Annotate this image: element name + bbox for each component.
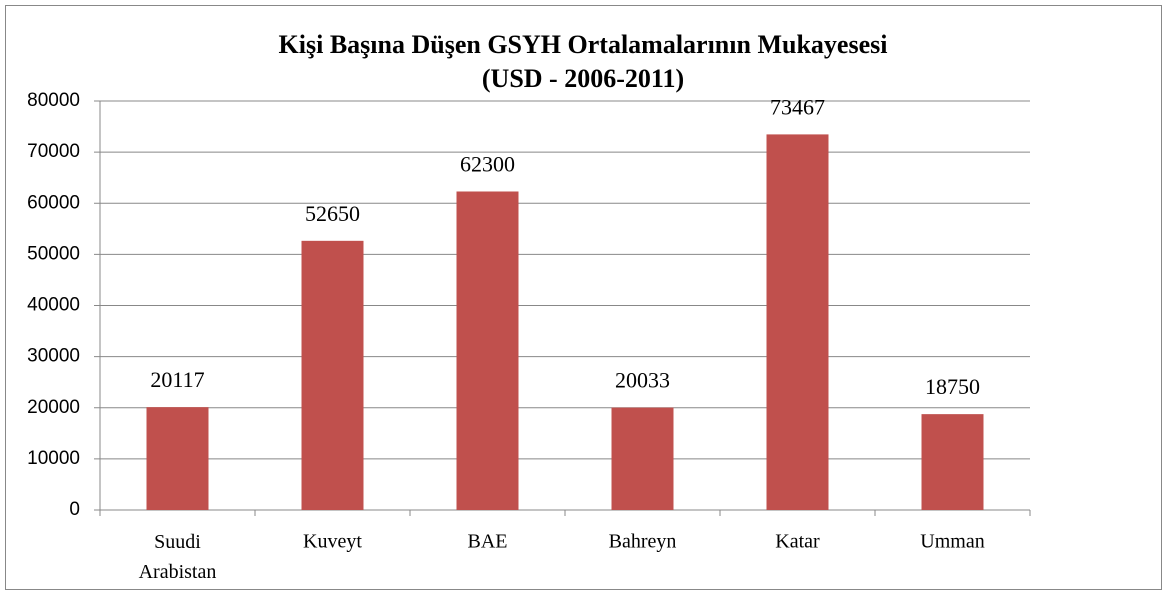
- y-tick-label: 40000: [27, 295, 80, 316]
- data-label: 73467: [770, 94, 825, 119]
- data-label: 20033: [615, 368, 670, 393]
- bar: [611, 407, 674, 510]
- data-label: 20117: [150, 367, 204, 392]
- x-tick-label: BAE: [468, 531, 508, 553]
- bar: [301, 240, 364, 510]
- y-tick-label: 30000: [27, 346, 80, 367]
- bar: [146, 407, 209, 510]
- y-tick-label: 50000: [27, 243, 80, 264]
- bar: [766, 134, 829, 510]
- x-tick-label: Suudi Arabistan: [139, 531, 217, 583]
- data-label: 62300: [460, 152, 515, 177]
- chart-title: Kişi Başına Düşen GSYH Ortalamalarının M…: [279, 30, 888, 59]
- y-tick-label: 70000: [27, 141, 80, 162]
- data-label: 18750: [925, 374, 980, 399]
- x-tick-label: Bahreyn: [609, 531, 677, 553]
- y-tick-label: 20000: [27, 397, 80, 418]
- y-tick-label: 80000: [27, 90, 80, 111]
- x-tick-label: Kuveyt: [303, 531, 362, 553]
- bar: [921, 414, 984, 510]
- x-tick-label: Katar: [775, 531, 820, 553]
- x-tick-label: Umman: [920, 531, 984, 553]
- data-label: 52650: [305, 201, 360, 226]
- chart-subtitle: (USD - 2006-2011): [482, 64, 684, 93]
- y-tick-label: 60000: [27, 192, 80, 213]
- y-tick-label: 0: [69, 499, 80, 520]
- y-tick-label: 10000: [27, 448, 80, 469]
- bar: [456, 191, 519, 510]
